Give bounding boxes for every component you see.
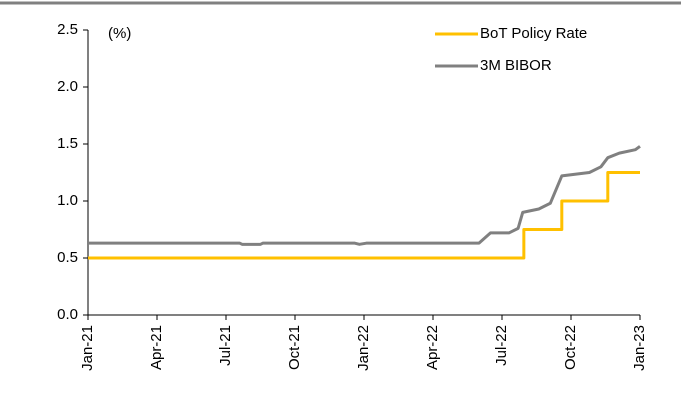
- unit-label: (%): [108, 25, 131, 42]
- x-tick-label: Oct-21: [286, 325, 303, 370]
- y-tick-label: 1.0: [57, 192, 78, 209]
- y-tick-label: 0.5: [57, 249, 78, 266]
- legend-label: 3M BIBOR: [480, 57, 552, 74]
- y-tick-label: 0.0: [57, 306, 78, 323]
- legend-label: BoT Policy Rate: [480, 25, 587, 42]
- x-tick-label: Jul-21: [217, 325, 234, 366]
- x-tick-label: Apr-22: [424, 325, 441, 370]
- x-tick-label: Jan-21: [79, 325, 96, 371]
- x-tick-label: Apr-21: [148, 325, 165, 370]
- x-tick-label: Jan-22: [355, 325, 372, 371]
- y-tick-label: 2.5: [57, 21, 78, 38]
- y-tick-label: 1.5: [57, 135, 78, 152]
- x-tick-label: Jan-23: [631, 325, 648, 371]
- data-line: [88, 171, 640, 260]
- x-tick-label: Jul-22: [493, 325, 510, 366]
- data-line: [88, 145, 641, 246]
- y-tick-label: 2.0: [57, 78, 78, 95]
- x-tick-label: Oct-22: [562, 325, 579, 370]
